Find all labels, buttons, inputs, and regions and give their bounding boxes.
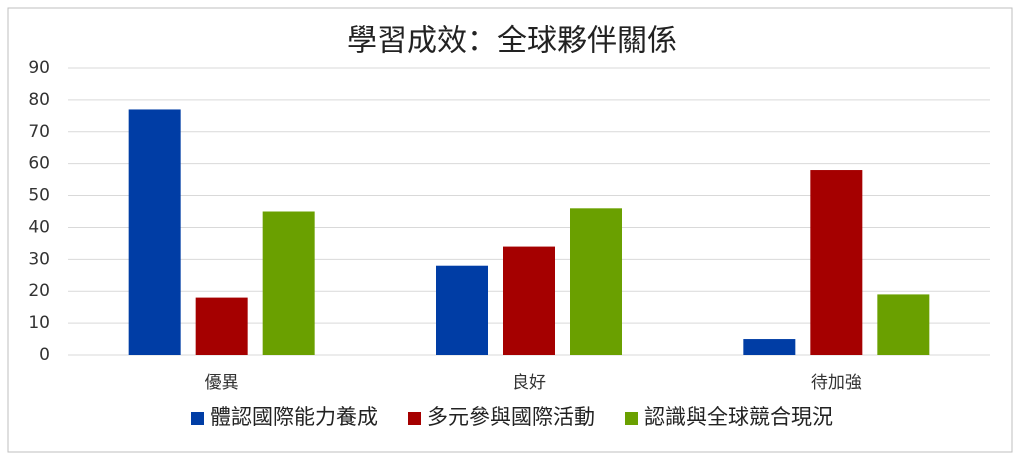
y-tick-label: 90 — [28, 58, 50, 78]
bar — [262, 211, 315, 355]
bar — [503, 246, 555, 355]
legend-swatch — [408, 412, 421, 425]
bar — [128, 109, 181, 355]
x-tick-label: 待加強 — [811, 373, 862, 393]
y-tick-label: 70 — [28, 122, 50, 142]
chart-title: 學習成效：全球夥伴關係 — [347, 24, 677, 59]
bar — [570, 208, 622, 355]
bar — [877, 294, 930, 355]
legend-swatch — [625, 412, 638, 425]
x-tick-label: 優異 — [205, 373, 239, 393]
bar — [743, 339, 796, 355]
y-tick-label: 10 — [28, 313, 50, 333]
bar — [195, 297, 248, 355]
y-tick-label: 60 — [28, 154, 50, 174]
legend-label: 體認國際能力養成 — [210, 405, 378, 429]
legend-label: 多元參與國際活動 — [427, 405, 595, 429]
bar — [436, 265, 488, 355]
bar — [810, 170, 863, 355]
y-tick-label: 80 — [28, 90, 50, 110]
y-tick-label: 50 — [28, 186, 50, 206]
y-tick-label: 40 — [28, 217, 50, 237]
y-tick-label: 20 — [28, 281, 50, 301]
x-tick-label: 良好 — [512, 373, 546, 393]
legend-swatch — [191, 412, 204, 425]
legend-label: 認識與全球競合現況 — [644, 405, 833, 429]
y-tick-label: 0 — [39, 345, 50, 365]
y-tick-label: 30 — [28, 249, 50, 269]
